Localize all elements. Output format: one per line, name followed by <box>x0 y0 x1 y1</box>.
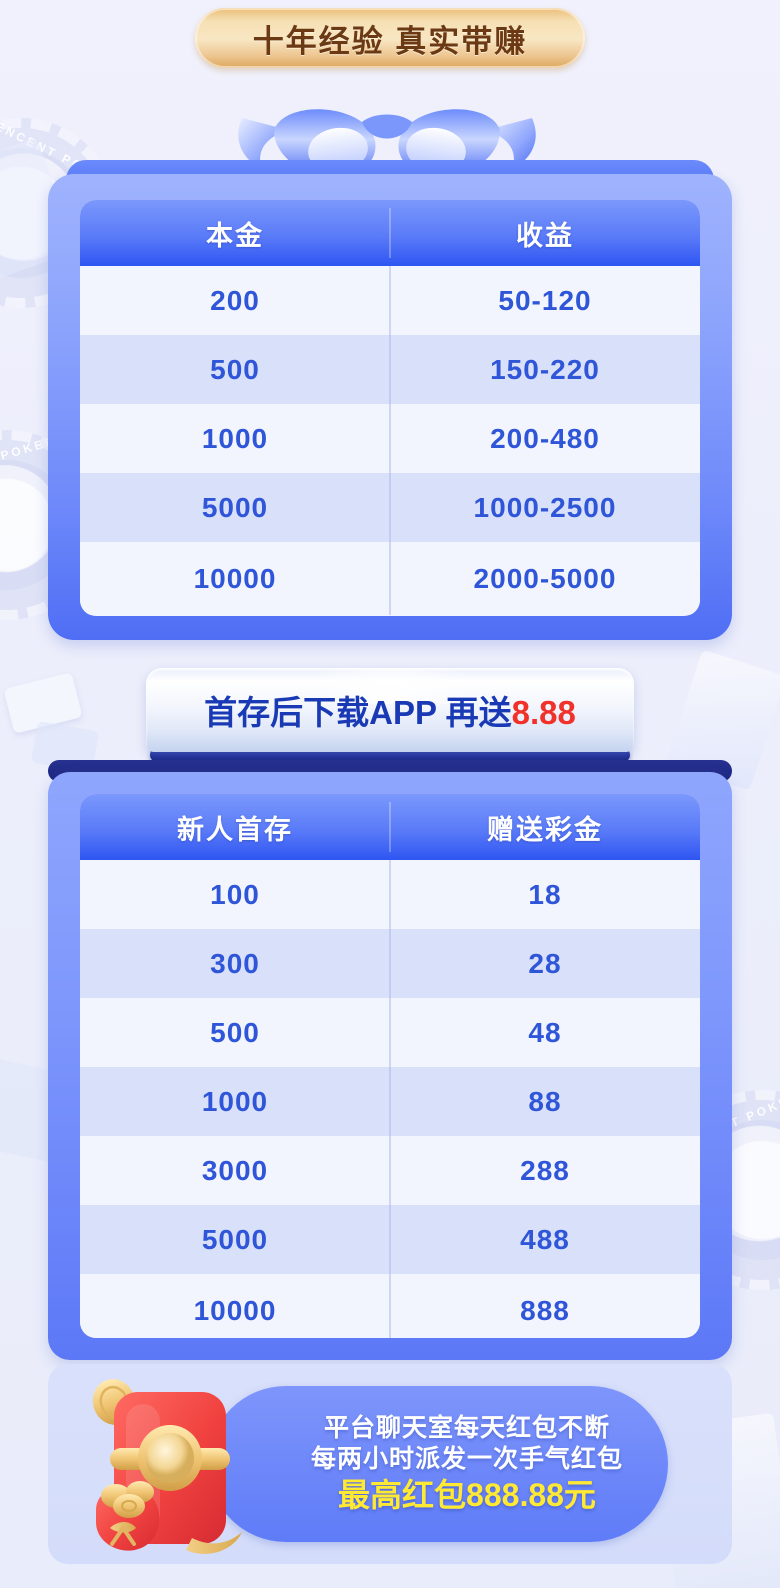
table-row: 100 18 <box>80 860 700 929</box>
profit-table: 本金 收益 200 50-120 500 150-220 1000 200-48… <box>80 200 700 616</box>
table-row: 500 150-220 <box>80 335 700 404</box>
row-divider <box>389 1067 391 1136</box>
row-divider <box>389 473 391 542</box>
banner-plaque: 首存后下载APP 再送8.88 <box>146 668 634 752</box>
promo-line-1: 平台聊天室每天红包不断 <box>323 1413 610 1442</box>
cell-principal: 1000 <box>201 422 269 454</box>
row-divider <box>389 998 391 1067</box>
cell-deposit: 300 <box>210 947 260 979</box>
cell-bonus: 288 <box>520 1154 570 1186</box>
header-divider <box>389 208 391 258</box>
cell-profit: 50-120 <box>498 284 592 316</box>
table-row: 1000 200-480 <box>80 404 700 473</box>
cell-deposit: 3000 <box>201 1154 269 1186</box>
cell-bonus: 888 <box>520 1294 570 1326</box>
cell-profit: 150-220 <box>490 353 600 385</box>
cell-deposit: 1000 <box>201 1085 269 1117</box>
cell-principal: 500 <box>210 353 260 385</box>
promo-line-2: 每两小时派发一次手气红包 <box>310 1445 623 1473</box>
banner-shine <box>305 668 475 704</box>
table-row: 500 48 <box>80 998 700 1067</box>
row-divider <box>389 1136 391 1205</box>
banner-text: 首存后下载APP 再送8.88 <box>204 686 576 734</box>
page-title-banner: 十年经验 真实带赚 <box>195 8 585 68</box>
cell-profit: 200-480 <box>490 422 600 454</box>
column-header-first-deposit: 新人首存 <box>177 814 293 845</box>
cell-bonus: 18 <box>528 878 562 910</box>
column-header-bonus: 赠送彩金 <box>487 814 603 845</box>
cell-deposit: 10000 <box>193 1294 277 1326</box>
red-packet-promo-panel: 平台聊天室每天红包不断 每两小时派发一次手气红包 最高红包888.88元 <box>48 1364 732 1564</box>
table-header-row: 本金 收益 <box>80 200 700 266</box>
column-header-principal: 本金 <box>206 220 264 251</box>
cell-principal: 5000 <box>201 491 269 523</box>
promo-text-pill: 平台聊天室每天红包不断 每两小时派发一次手气红包 最高红包888.88元 <box>208 1386 668 1542</box>
first-deposit-bonus-card: 新人首存 赠送彩金 100 18 300 28 500 48 1000 88 3… <box>48 760 732 1360</box>
table-row: 300 28 <box>80 929 700 998</box>
table-row: 3000 288 <box>80 1136 700 1205</box>
bonus-table: 新人首存 赠送彩金 100 18 300 28 500 48 1000 88 3… <box>80 794 700 1338</box>
row-divider <box>389 404 391 473</box>
row-divider <box>389 266 391 335</box>
cell-profit: 1000-2500 <box>473 491 617 523</box>
row-divider <box>389 929 391 998</box>
row-divider <box>389 1205 391 1274</box>
table-row: 1000 88 <box>80 1067 700 1136</box>
column-header-profit: 收益 <box>516 220 574 251</box>
cell-principal: 200 <box>210 284 260 316</box>
row-divider <box>389 335 391 404</box>
cell-bonus: 88 <box>528 1085 562 1117</box>
table-row: 200 50-120 <box>80 266 700 335</box>
table-row: 10000 888 <box>80 1274 700 1338</box>
row-divider <box>389 1274 391 1338</box>
header-divider <box>389 802 391 852</box>
download-app-banner: 首存后下载APP 再送8.88 <box>0 668 780 776</box>
cell-principal: 10000 <box>193 562 277 594</box>
table-header-row: 新人首存 赠送彩金 <box>80 794 700 860</box>
table-row: 10000 2000-5000 <box>80 542 700 615</box>
red-envelope-icon <box>74 1370 270 1566</box>
cell-bonus: 488 <box>520 1223 570 1255</box>
banner-text-highlight: 8.88 <box>511 694 576 731</box>
cell-bonus: 48 <box>528 1016 562 1048</box>
table-row: 5000 1000-2500 <box>80 473 700 542</box>
promo-line-3: 最高红包888.88元 <box>338 1477 596 1514</box>
row-divider <box>389 542 391 615</box>
profit-table-card: 本金 收益 200 50-120 500 150-220 1000 200-48… <box>48 160 732 640</box>
page-title: 十年经验 真实带赚 <box>252 23 528 59</box>
cell-deposit: 500 <box>210 1016 260 1048</box>
cell-profit: 2000-5000 <box>473 562 617 594</box>
banner-text-main: 首存后下载APP 再送 <box>204 694 512 731</box>
cell-deposit: 5000 <box>201 1223 269 1255</box>
cell-deposit: 100 <box>210 878 260 910</box>
row-divider <box>389 860 391 929</box>
cell-bonus: 28 <box>528 947 562 979</box>
table-row: 5000 488 <box>80 1205 700 1274</box>
